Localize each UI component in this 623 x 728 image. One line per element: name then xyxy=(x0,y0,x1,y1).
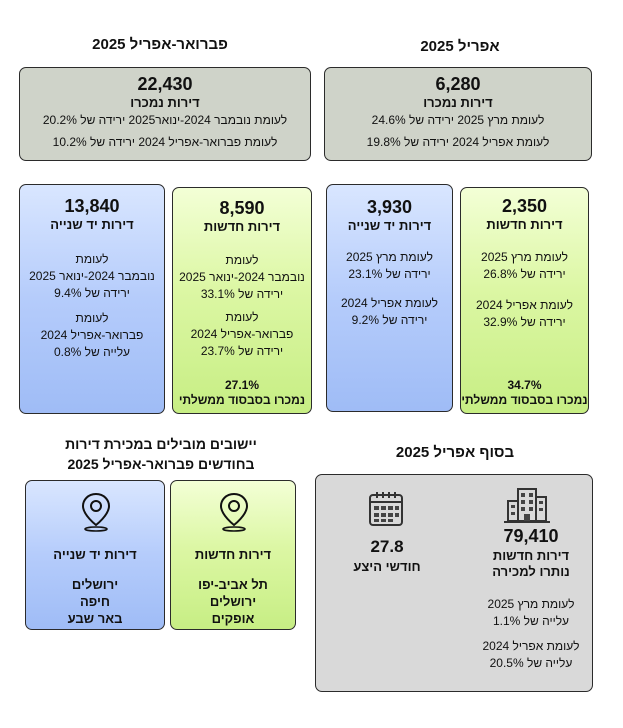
leading-new-card: דירות חדשות תל אביב-יפו ירושלים אופקים xyxy=(170,480,296,630)
new-value: 8,590 xyxy=(219,198,265,218)
end-april-card: 27.8 חודשי היצע 79,410 דירות חדשות נותרו… xyxy=(315,474,593,692)
city-3: אופקים xyxy=(211,611,255,626)
city-3: באר שבע xyxy=(67,611,123,626)
secondhand-feb-apr-card: 13,840 דירות יד שנייה לעומת נובמבר 2024-… xyxy=(19,184,165,414)
compare-line: לעומת מרץ 2025 xyxy=(346,250,433,264)
heading-april: אפריל 2025 xyxy=(420,38,500,55)
compare-line: עלייה של 20.5% xyxy=(489,656,573,670)
compare-line: לעומת מרץ 2025 xyxy=(487,597,575,611)
secondhand-value: 3,930 xyxy=(366,197,413,217)
compare-line: פברואר-אפריל 2024 xyxy=(40,328,144,342)
subsidy-pct: 27.1% xyxy=(224,378,260,392)
subsidy-label: נמכרו בסבסוד ממשלתי xyxy=(178,393,306,407)
unsold-compare-1: לעומת מרץ 2025 עלייה של 1.1% xyxy=(476,596,586,630)
compare-line: פברואר-אפריל 2024 xyxy=(190,327,294,341)
compare-line: לעומת אפריל 2024 xyxy=(341,296,438,310)
map-pin-icon xyxy=(81,492,111,532)
compare-line: ירידה של 26.8% xyxy=(483,267,566,281)
compare-line: ירידה של 9.4% xyxy=(54,286,130,300)
new-label: דירות חדשות xyxy=(203,219,281,234)
secondhand-april-card: 3,930 דירות יד שנייה לעומת מרץ 2025 יריד… xyxy=(326,184,453,412)
total-compare-1: לעומת מרץ 2025 ירידה של 24.6% xyxy=(371,113,545,127)
total-sold-april-card: 6,280 דירות נמכרו לעומת מרץ 2025 ירידה ש… xyxy=(324,67,592,161)
new-april-card: 2,350 דירות חדשות לעומת מרץ 2025 ירידה ש… xyxy=(460,187,589,414)
compare-line: ירידה של 33.1% xyxy=(200,287,284,301)
subsidy-pct: 34.7% xyxy=(507,378,542,392)
new-compare-1: לעומת נובמבר 2024-ינואר 2025 ירידה של 33… xyxy=(173,252,311,303)
total-compare-2: לעומת פברואר-אפריל 2024 ירידה של 10.2% xyxy=(52,135,278,149)
total-label: דירות נמכרו xyxy=(423,95,493,110)
secondhand-compare-2: לעומת פברואר-אפריל 2024 עלייה של 0.8% xyxy=(20,310,164,361)
compare-line: ירידה של 23.7% xyxy=(200,344,284,358)
compare-line: עלייה של 0.8% xyxy=(53,345,131,359)
unsold-label-2: נותרו למכירה xyxy=(492,564,570,579)
secondhand-value: 13,840 xyxy=(64,196,120,216)
unsold-value: 79,410 xyxy=(503,526,559,546)
compare-line: לעומת xyxy=(75,311,109,325)
new-compare-1: לעומת מרץ 2025 ירידה של 26.8% xyxy=(461,249,588,283)
new-feb-apr-card: 8,590 דירות חדשות לעומת נובמבר 2024-ינוא… xyxy=(172,187,312,414)
unsold-label-1: דירות חדשות xyxy=(492,548,570,563)
new-label: דירות חדשות xyxy=(486,217,563,232)
total-compare-2: לעומת אפריל 2024 ירידה של 19.8% xyxy=(366,135,550,149)
compare-line: עלייה של 1.1% xyxy=(492,614,570,628)
end-april-heading: בסוף אפריל 2025 xyxy=(395,444,515,461)
total-label: דירות נמכרו xyxy=(130,95,200,110)
leading-secondhand-label: דירות יד שנייה xyxy=(53,547,137,562)
new-compare-2: לעומת פברואר-אפריל 2024 ירידה של 23.7% xyxy=(173,309,311,360)
city-1: תל אביב-יפו xyxy=(198,577,268,592)
total-value: 6,280 xyxy=(435,74,481,94)
compare-line: לעומת xyxy=(75,252,109,266)
compare-line: נובמבר 2024-ינואר 2025 xyxy=(29,269,155,283)
secondhand-label: דירות יד שנייה xyxy=(50,217,134,232)
compare-line: נובמבר 2024-ינואר 2025 xyxy=(179,270,305,284)
city-2: חיפה xyxy=(79,594,111,609)
secondhand-compare-1: לעומת נובמבר 2024-ינואר 2025 ירידה של 9.… xyxy=(20,251,164,302)
calendar-icon xyxy=(369,492,403,526)
compare-line: ירידה של 23.1% xyxy=(348,267,431,281)
secondhand-compare-2: לעומת אפריל 2024 ירידה של 9.2% xyxy=(327,295,452,329)
leading-cities-heading: יישובים מובילים במכירת דירות בחודשים פבר… xyxy=(20,434,302,474)
new-value: 2,350 xyxy=(501,196,548,216)
subsidy-label: נמכרו בסבסוד ממשלתי xyxy=(461,393,588,407)
compare-line: לעומת אפריל 2024 xyxy=(482,639,580,653)
compare-line: ירידה של 32.9% xyxy=(483,315,566,329)
building-icon xyxy=(504,488,550,523)
leading-new-label: דירות חדשות xyxy=(194,547,272,562)
heading-feb-apr: פברואר-אפריל 2025 xyxy=(92,36,228,53)
total-value: 22,430 xyxy=(137,74,193,94)
compare-line: לעומת מרץ 2025 xyxy=(481,250,568,264)
months-supply-value: 27.8 xyxy=(370,537,404,556)
compare-line: לעומת אפריל 2024 xyxy=(476,298,573,312)
total-sold-feb-apr-card: 22,430 דירות נמכרו לעומת נובמבר 2024-ינו… xyxy=(19,67,311,161)
map-pin-icon xyxy=(219,492,249,532)
compare-line: ירידה של 9.2% xyxy=(351,313,428,327)
compare-line: לעומת xyxy=(225,310,259,324)
unsold-compare-2: לעומת אפריל 2024 עלייה של 20.5% xyxy=(476,638,586,672)
secondhand-label: דירות יד שנייה xyxy=(347,218,432,233)
leading-secondhand-card: דירות יד שנייה ירושלים חיפה באר שבע xyxy=(25,480,165,630)
leading-heading-line2: בחודשים פברואר-אפריל 2025 xyxy=(67,456,255,472)
total-compare-1: לעומת נובמבר 2024-ינואר2025 ירידה של 20.… xyxy=(42,113,288,127)
city-2: ירושלים xyxy=(209,594,257,609)
months-supply-label: חודשי היצע xyxy=(353,559,421,574)
new-compare-2: לעומת אפריל 2024 ירידה של 32.9% xyxy=(461,297,588,331)
leading-heading-line1: יישובים מובילים במכירת דירות xyxy=(65,436,257,452)
secondhand-compare-1: לעומת מרץ 2025 ירידה של 23.1% xyxy=(327,249,452,283)
city-1: ירושלים xyxy=(71,577,119,592)
compare-line: לעומת xyxy=(225,253,259,267)
